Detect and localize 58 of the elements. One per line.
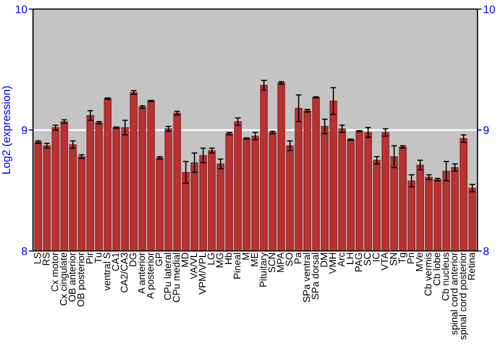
x-tick-label: Hb: [224, 252, 232, 264]
y-tick-label: 9: [22, 126, 27, 134]
x-tick-label: CA2/CA3: [120, 252, 128, 292]
x-tick-label: Cx motor: [51, 252, 58, 292]
x-tick-label: SCN: [268, 253, 276, 272]
x-tick-label: VTA: [381, 252, 388, 270]
x-tick-label: RS: [42, 252, 50, 266]
x-tick-label: DM: [320, 253, 328, 267]
x-tick-label: VA/VL: [190, 252, 198, 280]
x-tick-label: Cx cingulate: [60, 252, 69, 306]
x-tick-label: PAG: [355, 253, 362, 272]
x-tick-label: SPa ventral: [302, 252, 310, 302]
x-tick-label: MVe: [416, 252, 423, 271]
x-tick-label: MPA: [277, 252, 284, 272]
x-tick-label: OB anterior: [68, 252, 76, 302]
x-tick-label: CPu medial: [172, 252, 180, 302]
x-tick-label: spinal cord anterior: [450, 252, 460, 335]
x-tick-label: IC: [372, 252, 380, 262]
x-tick-label: Pn: [407, 252, 414, 264]
x-tick-label: Pa: [294, 252, 302, 264]
y-tick-label: 8: [22, 247, 27, 256]
y-tick-label: 10: [16, 5, 28, 14]
x-tick-label: CA1: [112, 252, 119, 271]
x-tick-label: LH: [346, 253, 354, 264]
x-tick-label: ME: [251, 252, 258, 266]
y2-tick-label: 10: [484, 5, 495, 14]
x-tick-label: GP: [155, 252, 162, 266]
y2-tick-label: 9: [484, 126, 489, 134]
x-tick-label: Cb lobe: [433, 252, 440, 286]
x-tick-label: M: [242, 253, 250, 260]
x-tick-label: CPu lateral: [164, 252, 172, 300]
x-tick-label: OB posterior: [77, 252, 86, 306]
x-tick-label: Arc: [338, 252, 345, 267]
x-tick-label: Tg: [398, 252, 408, 264]
x-tick-label: spinal cord posterior: [459, 252, 468, 340]
y-axis-title: Log2 (expression): [2, 86, 12, 174]
x-tick-label: MG: [216, 253, 224, 268]
x-tick-label: Tu: [94, 252, 102, 264]
x-tick-label: Cb nucleus: [442, 252, 449, 300]
x-tick-label: LS: [34, 252, 41, 264]
x-tick-label: LG: [208, 253, 214, 265]
x-tick-label: Cb vermis: [424, 252, 432, 296]
x-tick-label: A anterior: [138, 252, 145, 294]
x-tick-label: Pir: [86, 252, 93, 264]
x-tick-label: ventral S: [103, 252, 110, 291]
x-tick-label: VMH: [329, 253, 336, 274]
x-tick-label: SO: [286, 252, 293, 266]
x-tick-label: Retina: [468, 252, 475, 280]
x-tick-label: VPM/VPL: [198, 252, 206, 294]
x-tick-label: Pituitary: [259, 252, 268, 287]
y2-tick-label: 8: [484, 247, 489, 256]
x-tick-label: SPa dorsal: [311, 252, 319, 300]
x-tick-label: SN: [390, 253, 397, 266]
x-tick-label: SC: [364, 252, 371, 266]
x-tick-label: DG: [129, 253, 136, 266]
x-tick-label: A posterior: [146, 252, 156, 299]
x-tick-label: MD: [182, 252, 188, 267]
x-tick-label: Pineal: [233, 252, 240, 279]
